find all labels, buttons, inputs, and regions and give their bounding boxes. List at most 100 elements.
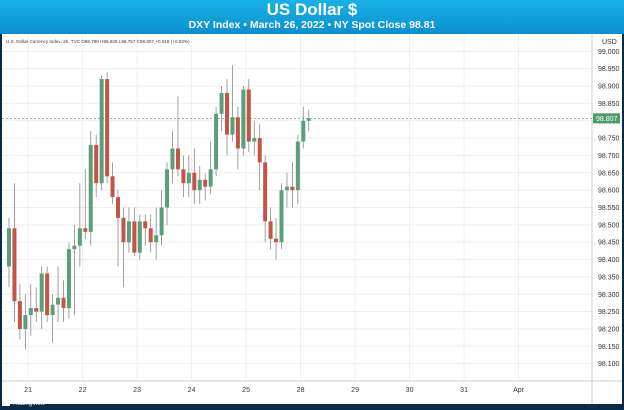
candle — [88, 131, 93, 246]
candle — [181, 155, 186, 198]
candle-body-down — [274, 238, 279, 243]
candle-body-down — [34, 308, 39, 312]
candles — [7, 65, 311, 350]
candle-body-up — [28, 308, 33, 316]
last-price-tag — [593, 113, 620, 124]
candle-body-down — [17, 301, 22, 329]
candle-body-down — [263, 162, 268, 222]
candle — [66, 242, 71, 319]
chart-area: U.S. Dollar Currency Index, 2h, TVC O98.… — [2, 34, 622, 404]
candle — [110, 162, 115, 205]
candle-body-down — [83, 228, 88, 232]
candlestick-chart: U.S. Dollar Currency Index, 2h, TVC O98.… — [2, 34, 622, 404]
candle — [225, 79, 229, 156]
candle-body-up — [7, 228, 11, 267]
time-tick-label: 29 — [351, 387, 359, 394]
candle — [137, 214, 142, 260]
candle-body-down — [61, 297, 66, 309]
candle-body-up — [66, 249, 71, 309]
candle-body-down — [121, 217, 126, 243]
candle — [257, 124, 262, 191]
candle — [99, 75, 104, 191]
candle-body-up — [301, 120, 306, 142]
time-tick-label: 24 — [188, 387, 196, 394]
price-tick-label: 98.100 — [598, 361, 620, 368]
candle-body-up — [214, 113, 219, 170]
candle — [7, 217, 11, 288]
candle — [121, 207, 126, 288]
candle — [154, 207, 159, 260]
price-tick-label: 98.950 — [598, 66, 620, 73]
price-tick-label: 98.550 — [598, 205, 620, 212]
candle — [39, 266, 44, 329]
price-tick-label: 98.650 — [598, 170, 620, 177]
candle — [126, 207, 131, 253]
candle — [306, 110, 311, 132]
candle-body-up — [50, 304, 55, 316]
time-tick-label: 25 — [242, 387, 250, 394]
price-tick-label: 98.700 — [598, 153, 620, 160]
price-tick-label: 98.350 — [598, 274, 620, 281]
candle — [230, 65, 235, 142]
candle-body-up — [197, 179, 202, 191]
candle-body-down — [12, 228, 17, 302]
candle-body-up — [23, 315, 28, 329]
candle-body-up — [252, 138, 257, 142]
candle-body-down — [110, 176, 115, 198]
candle — [12, 183, 17, 323]
tradingview-icon — [2, 400, 10, 407]
candle — [214, 106, 219, 177]
candle-body-up — [72, 245, 77, 250]
candle-body-down — [116, 197, 120, 218]
candle-body-down — [175, 148, 180, 170]
price-tick-label: 98.500 — [598, 222, 620, 229]
candle — [116, 190, 120, 267]
candle — [279, 183, 284, 250]
candle — [56, 266, 61, 323]
candle — [197, 165, 202, 205]
candle-body-down — [246, 89, 251, 142]
candle — [170, 131, 175, 184]
candle — [263, 155, 268, 243]
candle-body-down — [181, 169, 186, 184]
candle-body-down — [143, 221, 148, 229]
candle-body-down — [203, 179, 208, 187]
candle-body-down — [290, 186, 295, 191]
time-tick-label: 21 — [24, 387, 32, 394]
price-tick-label: 98.850 — [598, 101, 620, 108]
candle — [105, 72, 110, 184]
candle — [143, 214, 148, 246]
candle — [235, 106, 240, 170]
candle — [132, 207, 137, 257]
candle-body-down — [45, 273, 50, 316]
candle-body-up — [165, 169, 170, 208]
candle-body-up — [241, 89, 246, 149]
candle-body-up — [230, 117, 235, 135]
candle-body-up — [154, 235, 159, 243]
candle — [34, 287, 39, 323]
candle-body-up — [284, 186, 289, 191]
last-price-tag-text: 98.807 — [596, 116, 618, 123]
price-tick-label: 98.250 — [598, 309, 620, 316]
price-tick-label: 98.600 — [598, 188, 620, 195]
candle-body-up — [126, 221, 131, 243]
candle — [165, 162, 170, 225]
time-tick-label: Apr — [513, 387, 525, 394]
candle-body-up — [306, 118, 311, 121]
price-tick-label: 98.450 — [598, 240, 620, 247]
time-tick-label: 22 — [79, 387, 87, 394]
candle-body-down — [257, 138, 262, 163]
candle-body-up — [170, 148, 175, 170]
candle-body-up — [186, 172, 191, 184]
candle-body-up — [99, 79, 104, 184]
price-tick-label: 98.300 — [598, 292, 620, 299]
candle — [61, 280, 66, 323]
chart-title: US Dollar $ — [266, 0, 358, 19]
candle — [203, 172, 208, 201]
candle-body-up — [295, 141, 300, 191]
series-legend: U.S. Dollar Currency Index, 2h, TVC O98.… — [6, 39, 190, 44]
candle-body-up — [137, 221, 142, 253]
candle-body-down — [268, 221, 273, 239]
candle — [208, 141, 213, 194]
currency-label: USD — [602, 39, 617, 46]
